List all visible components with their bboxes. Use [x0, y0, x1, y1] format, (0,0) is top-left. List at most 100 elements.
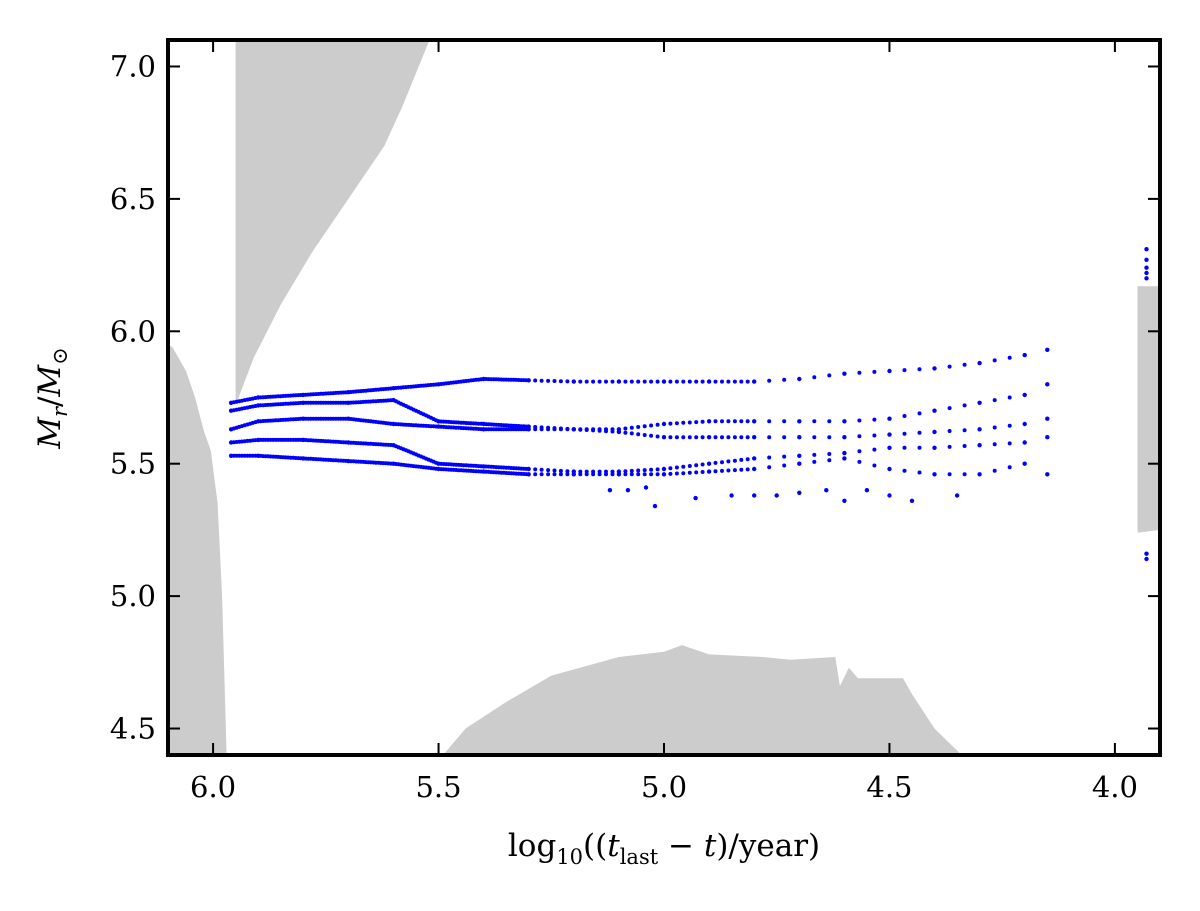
data-point	[842, 371, 847, 376]
data-point	[977, 360, 982, 366]
data-point	[552, 468, 557, 473]
data-point	[962, 472, 967, 477]
data-point	[623, 379, 628, 384]
data-point	[629, 379, 634, 384]
data-point	[565, 427, 570, 432]
data-point	[687, 379, 692, 384]
data-point	[1045, 435, 1050, 440]
bottom-convective-zone	[443, 645, 962, 755]
data-point	[565, 379, 570, 384]
right-convective-zone	[1137, 286, 1160, 533]
data-point	[526, 466, 531, 472]
data-point	[774, 493, 779, 498]
data-point	[1045, 382, 1050, 387]
data-point	[782, 435, 787, 440]
data-point	[1144, 556, 1149, 562]
data-point	[661, 466, 667, 472]
data-point	[661, 421, 667, 427]
data-point	[661, 472, 667, 477]
y-tick-label: 5.0	[110, 579, 156, 613]
data-point	[584, 379, 589, 384]
data-point	[636, 472, 641, 477]
data-point	[706, 435, 712, 440]
left-convective-zone	[168, 344, 227, 755]
data-point	[887, 445, 892, 450]
data-point	[827, 419, 832, 424]
data-point	[932, 445, 937, 450]
data-point	[694, 435, 699, 440]
data-point	[642, 433, 647, 437]
data-point	[992, 442, 997, 447]
data-point	[649, 423, 654, 428]
data-point	[932, 472, 937, 477]
x-tick-label: 4.5	[866, 770, 912, 804]
data-point	[565, 472, 570, 477]
data-point	[729, 493, 734, 498]
data-point	[713, 419, 718, 424]
data-point	[642, 472, 647, 477]
data-point	[652, 503, 658, 509]
data-point	[526, 378, 531, 383]
data-point	[917, 430, 922, 435]
data-point	[726, 419, 731, 424]
data-point	[629, 431, 634, 436]
data-point	[655, 379, 660, 384]
data-point	[720, 379, 724, 384]
data-point	[720, 460, 724, 465]
data-point	[947, 444, 952, 449]
data-point	[1007, 395, 1012, 400]
data-point	[812, 375, 817, 380]
data-point	[726, 379, 731, 384]
data-point	[745, 467, 750, 472]
data-point	[604, 429, 608, 434]
data-point	[681, 420, 686, 425]
data-point	[552, 379, 557, 383]
data-point	[857, 370, 862, 375]
data-point	[655, 472, 660, 477]
data-point	[962, 444, 967, 448]
x-tick-label: 4.0	[1092, 770, 1138, 804]
data-point	[1144, 247, 1149, 252]
data-point	[947, 406, 952, 411]
data-point	[597, 428, 602, 433]
data-point	[674, 435, 679, 440]
shaded-regions	[168, 40, 1160, 755]
data-point	[674, 471, 679, 476]
data-point	[616, 472, 622, 477]
data-point	[767, 435, 772, 440]
data-point	[745, 435, 750, 440]
data-point	[827, 435, 832, 440]
data-point	[752, 379, 757, 384]
data-point	[902, 445, 907, 450]
track-3	[228, 416, 1050, 440]
data-point	[992, 398, 997, 403]
data-point	[732, 419, 737, 424]
data-point	[720, 468, 724, 473]
data-point	[812, 419, 817, 424]
data-point	[872, 447, 877, 452]
data-point	[872, 369, 877, 374]
data-point	[977, 427, 982, 432]
data-point	[533, 467, 538, 472]
data-point	[947, 364, 952, 369]
data-point	[674, 465, 679, 470]
y-tick-label: 6.0	[110, 314, 156, 348]
data-point	[546, 378, 551, 383]
data-point	[782, 454, 787, 459]
data-point	[591, 428, 596, 433]
data-point	[649, 433, 654, 438]
data-point	[616, 429, 622, 435]
data-point	[578, 379, 583, 384]
data-point	[827, 452, 832, 456]
data-point	[584, 472, 589, 477]
data-point	[642, 424, 647, 429]
data-point	[962, 428, 967, 433]
data-point	[887, 368, 892, 374]
data-point	[681, 379, 686, 384]
axis-ticks: 6.0 5.5 5.0 4.5 4.0 4.5 5.0 5.5 6.0 6.5 7.0	[110, 40, 1160, 804]
data-point	[827, 373, 832, 378]
data-point	[526, 472, 531, 477]
data-point	[687, 420, 692, 425]
data-point	[546, 427, 551, 432]
data-point	[1022, 461, 1027, 466]
